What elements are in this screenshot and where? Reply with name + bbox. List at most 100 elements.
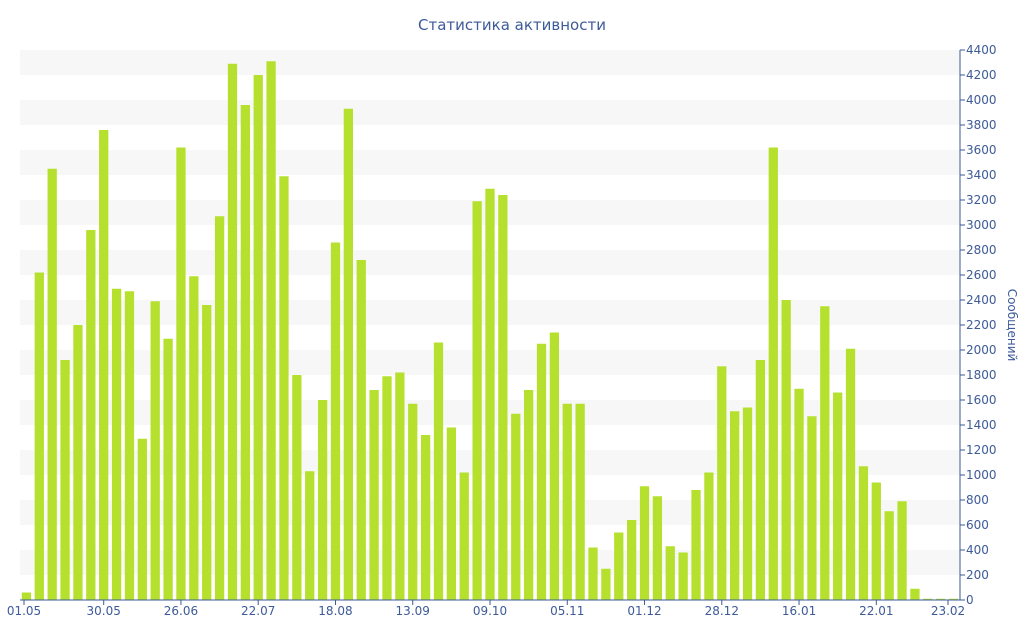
bar: [86, 230, 96, 600]
x-tick-label: 16.01: [782, 604, 816, 618]
x-tick-label: 23.02: [931, 604, 965, 618]
bar: [910, 588, 920, 600]
y-tick-label: 1400: [966, 418, 997, 432]
y-tick-label: 1800: [966, 368, 997, 382]
bar: [884, 511, 894, 600]
x-tick-label: 13.09: [396, 604, 430, 618]
x-axis-ticks: 01.05 30.05 26.06 22.07 18.08 13.09 09.10 05.11…: [7, 600, 965, 618]
bar: [845, 348, 856, 600]
bar: [678, 552, 688, 600]
grid-band: [20, 150, 960, 175]
bar: [317, 400, 328, 600]
y-tick-label: 4200: [966, 68, 997, 82]
bar: [189, 276, 199, 600]
y-tick-label: 2400: [966, 293, 997, 307]
x-tick-label: 18.08: [318, 604, 352, 618]
y-tick-label: 200: [966, 568, 989, 582]
bar: [459, 472, 469, 600]
bar: [266, 61, 276, 600]
bar: [382, 376, 392, 600]
y-tick-label: 600: [966, 518, 989, 532]
bar: [240, 105, 250, 600]
chart-title: Статистика активности: [418, 16, 606, 34]
bar: [21, 592, 32, 600]
bar: [704, 472, 714, 600]
bar: [948, 598, 959, 600]
x-tick-label: 01.05: [7, 604, 41, 618]
y-tick-label: 1600: [966, 393, 997, 407]
bar: [214, 216, 225, 600]
bar: [60, 360, 70, 600]
y-tick-label: 1200: [966, 443, 997, 457]
bar: [614, 532, 624, 600]
y-axis-ticks: 0 200 400 600 800 1000 1200 1400 1600 1800 2000 220…: [960, 43, 997, 607]
y-tick-label: 3000: [966, 218, 997, 232]
y-tick-label: 0: [966, 593, 974, 607]
bar: [936, 598, 946, 600]
bar: [124, 291, 135, 600]
bar: [111, 288, 122, 600]
bar: [369, 390, 379, 600]
bar: [472, 201, 482, 600]
bar: [755, 360, 766, 600]
bar: [292, 375, 302, 600]
y-tick-label: 3600: [966, 143, 997, 157]
grid-band: [20, 100, 960, 125]
y-tick-label: 4000: [966, 93, 997, 107]
bar: [150, 301, 160, 600]
bar: [536, 343, 547, 600]
x-tick-label: 22.07: [241, 604, 275, 618]
bar: [227, 63, 238, 600]
bar: [99, 130, 109, 600]
x-tick-label: 30.05: [87, 604, 121, 618]
bar: [446, 427, 456, 600]
bar: [923, 598, 933, 600]
bar: [730, 411, 740, 600]
bar: [665, 546, 675, 600]
bar: [768, 147, 778, 600]
x-tick-label: 05.11: [550, 604, 584, 618]
bar: [523, 390, 534, 600]
bar: [575, 403, 585, 600]
bar: [433, 342, 444, 600]
bar-series: [21, 61, 959, 600]
y-tick-label: 3800: [966, 118, 997, 132]
bar: [897, 501, 907, 600]
bar: [498, 195, 508, 600]
x-tick-label: 28.12: [705, 604, 739, 618]
bar: [652, 496, 663, 600]
bar: [742, 407, 753, 600]
bar: [305, 471, 315, 600]
bar: [163, 338, 173, 600]
bar: [691, 490, 701, 600]
y-tick-label: 3200: [966, 193, 997, 207]
bar: [47, 168, 57, 600]
bar: [73, 325, 83, 600]
bar: [176, 147, 186, 600]
x-tick-label: 26.06: [164, 604, 198, 618]
bar: [34, 272, 44, 600]
bar: [343, 108, 353, 600]
bar: [202, 305, 212, 600]
x-tick-label: 22.01: [859, 604, 893, 618]
bar: [807, 416, 817, 600]
y-tick-label: 3400: [966, 168, 997, 182]
bar: [511, 413, 521, 600]
bar: [485, 188, 495, 600]
bar: [833, 392, 843, 600]
bar: [420, 435, 431, 600]
bar: [717, 366, 727, 600]
y-tick-label: 2200: [966, 318, 997, 332]
bar: [253, 75, 263, 600]
bar: [137, 438, 147, 600]
bar: [871, 482, 881, 600]
grid-band: [20, 50, 960, 75]
y-tick-label: 1000: [966, 468, 997, 482]
bar: [781, 300, 791, 600]
bar: [601, 568, 611, 600]
bar: [562, 403, 572, 600]
bar: [858, 466, 869, 600]
x-tick-label: 01.12: [627, 604, 661, 618]
x-tick-label: 09.10: [473, 604, 507, 618]
